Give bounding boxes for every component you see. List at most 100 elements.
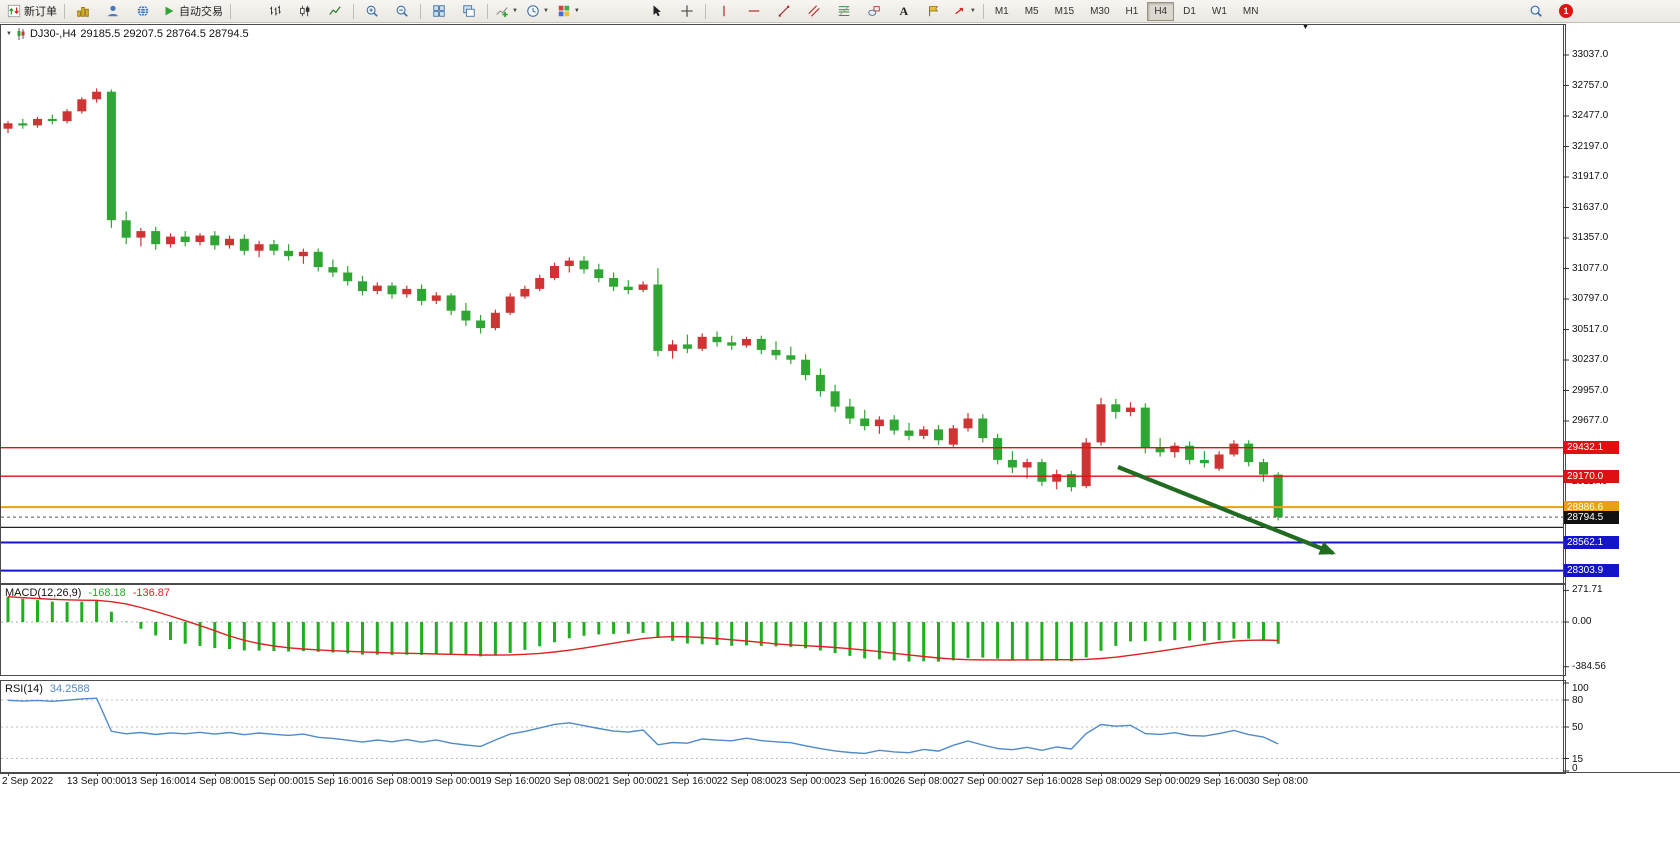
vertical-line-icon — [723, 5, 725, 17]
profiles-button[interactable] — [98, 0, 128, 22]
channel-icon — [808, 5, 820, 17]
text-label-icon — [929, 6, 939, 17]
timeframe-button-M15[interactable]: M15 — [1054, 5, 1075, 17]
chart-shift-marker-icon[interactable]: ▼ — [1302, 24, 1309, 31]
fibonacci-icon — [838, 6, 850, 16]
rsi-pane[interactable] — [0, 680, 1566, 774]
time-axis-label: 14 Sep 08:00 — [185, 776, 245, 787]
arrow-object-icon — [955, 7, 964, 15]
zoom-in-icon — [366, 5, 378, 17]
charts-button[interactable] — [68, 0, 98, 22]
toolbar-separator — [982, 3, 984, 19]
dropdown-caret-icon: ▼ — [542, 8, 549, 14]
chart-bars-icon — [77, 7, 89, 17]
time-axis-label: 26 Sep 08:00 — [893, 776, 954, 787]
tile-windows-button[interactable] — [424, 0, 454, 22]
crosshair-button[interactable] — [672, 0, 702, 22]
play-icon — [165, 6, 174, 16]
time-axis-label: 15 Sep 00:00 — [244, 776, 304, 787]
rsi-name: RSI(14) — [5, 683, 43, 695]
price-axis-label: 32477.0 — [1572, 110, 1609, 121]
toolbar-separator — [487, 3, 488, 19]
macd-axis-label: 0.00 — [1572, 616, 1592, 627]
channel-button[interactable] — [799, 0, 829, 22]
time-axis-label: 19 Sep 16:00 — [480, 776, 540, 787]
time-axis-label: 16 Sep 08:00 — [362, 776, 422, 787]
bar-chart-button[interactable] — [260, 0, 290, 22]
shapes-button[interactable] — [859, 0, 889, 22]
price-badge-28794.5: 28794.5 — [1564, 510, 1619, 524]
price-axis-label: 32757.0 — [1572, 79, 1609, 91]
templates-button[interactable]: ▼ — [553, 0, 584, 22]
cursor-button[interactable] — [642, 0, 672, 22]
time-axis-label: 21 Sep 00:00 — [598, 776, 659, 787]
price-badge-28562.1: 28562.1 — [1564, 536, 1619, 549]
notification-badge: 1 — [1559, 4, 1573, 18]
dropdown-caret-icon: ▼ — [512, 8, 518, 14]
vertical-line-button[interactable] — [709, 0, 739, 22]
timeframe-button-M1[interactable]: M1 — [994, 5, 1009, 17]
price-axis-label: 29677.0 — [1572, 415, 1609, 426]
macd-axis-label: -384.56 — [1572, 660, 1606, 672]
time-axis-label: 13 Sep 00:00 — [66, 776, 127, 787]
autotrading-button[interactable]: 自动交易 — [158, 0, 227, 22]
timeframe-button-D1[interactable]: D1 — [1183, 5, 1196, 17]
text-button[interactable]: A — [889, 0, 919, 22]
time-axis-label: 20 Sep 08:00 — [539, 776, 600, 787]
symbol-dropdown-icon[interactable]: ▼ — [6, 31, 12, 37]
new-order-button[interactable]: 新订单 — [3, 0, 61, 22]
price-badge-28303.9: 28303.9 — [1564, 564, 1619, 578]
search-button[interactable] — [1521, 0, 1551, 22]
zoom-in-button[interactable] — [357, 0, 387, 22]
timeframe-button-H1[interactable]: H1 — [1125, 5, 1139, 17]
zoom-out-button[interactable] — [387, 0, 417, 22]
tile-windows-icon — [433, 5, 445, 17]
time-axis-line — [0, 772, 1680, 773]
horizontal-line-button[interactable] — [739, 0, 769, 22]
candlestick-chart-button[interactable] — [290, 0, 320, 22]
price-axis-label: 31637.0 — [1572, 201, 1609, 213]
price-axis-label: 29117.0 — [1572, 476, 1608, 487]
profile-person-icon — [108, 5, 118, 17]
price-badge-29432.1: 29432.1 — [1564, 441, 1619, 455]
main-toolbar: 新订单 自动交易 ▼ ▼ ▼ A ▼ M1 M5 M15 M30 H1 H4 D1 W1 MN … — [0, 0, 1680, 23]
navigator-button[interactable] — [128, 0, 158, 22]
line-chart-button[interactable] — [320, 0, 350, 22]
trendline-button[interactable] — [769, 0, 799, 22]
timeframe-button-MN[interactable]: MN — [1242, 5, 1259, 17]
price-badge-29170.0: 29170.0 — [1564, 469, 1619, 483]
dropdown-caret-icon: ▼ — [969, 8, 976, 14]
new-order-label: 新订单 — [24, 6, 57, 18]
main-chart-pane[interactable] — [0, 24, 1566, 584]
rsi-axis-label: 80 — [1572, 695, 1584, 706]
time-axis-label: 27 Sep 00:00 — [953, 776, 1013, 787]
cascade-windows-button[interactable] — [454, 0, 484, 22]
time-axis-label: 30 Sep 08:00 — [1248, 776, 1308, 787]
timeframe-button-H4[interactable]: H4 — [1147, 1, 1175, 21]
price-axis-line — [1563, 24, 1564, 772]
notifications-button[interactable]: 1 — [1551, 0, 1581, 22]
timeframe-button-M5[interactable]: M5 — [1024, 5, 1039, 17]
periods-button[interactable]: ▼ — [522, 0, 553, 22]
text-label-button[interactable] — [919, 0, 949, 22]
indicators-button[interactable]: ▼ — [491, 0, 522, 22]
macd-signal-value: -136.87 — [132, 587, 171, 599]
trendline-icon — [778, 5, 790, 17]
price-axis-label: 29957.0 — [1572, 384, 1609, 396]
line-chart-icon — [329, 6, 341, 15]
rsi-label: RSI(14) 34.2588 — [5, 683, 90, 695]
horizontal-line-icon — [748, 10, 760, 12]
globe-icon — [137, 5, 149, 17]
timeframe-button-W1[interactable]: W1 — [1211, 5, 1227, 17]
price-axis-label: 30517.0 — [1572, 323, 1609, 335]
time-axis-label: 13 Sep 16:00 — [125, 776, 186, 787]
rsi-axis-label: 100 — [1572, 683, 1589, 694]
indicators-icon — [496, 7, 508, 18]
timeframe-button-M30[interactable]: M30 — [1090, 5, 1110, 17]
fibonacci-button[interactable] — [829, 0, 859, 22]
toolbar-separator — [230, 3, 231, 19]
time-axis-label: 23 Sep 00:00 — [775, 776, 836, 787]
macd-pane[interactable] — [0, 584, 1566, 676]
arrows-button[interactable]: ▼ — [949, 0, 980, 22]
search-icon — [1530, 5, 1542, 17]
